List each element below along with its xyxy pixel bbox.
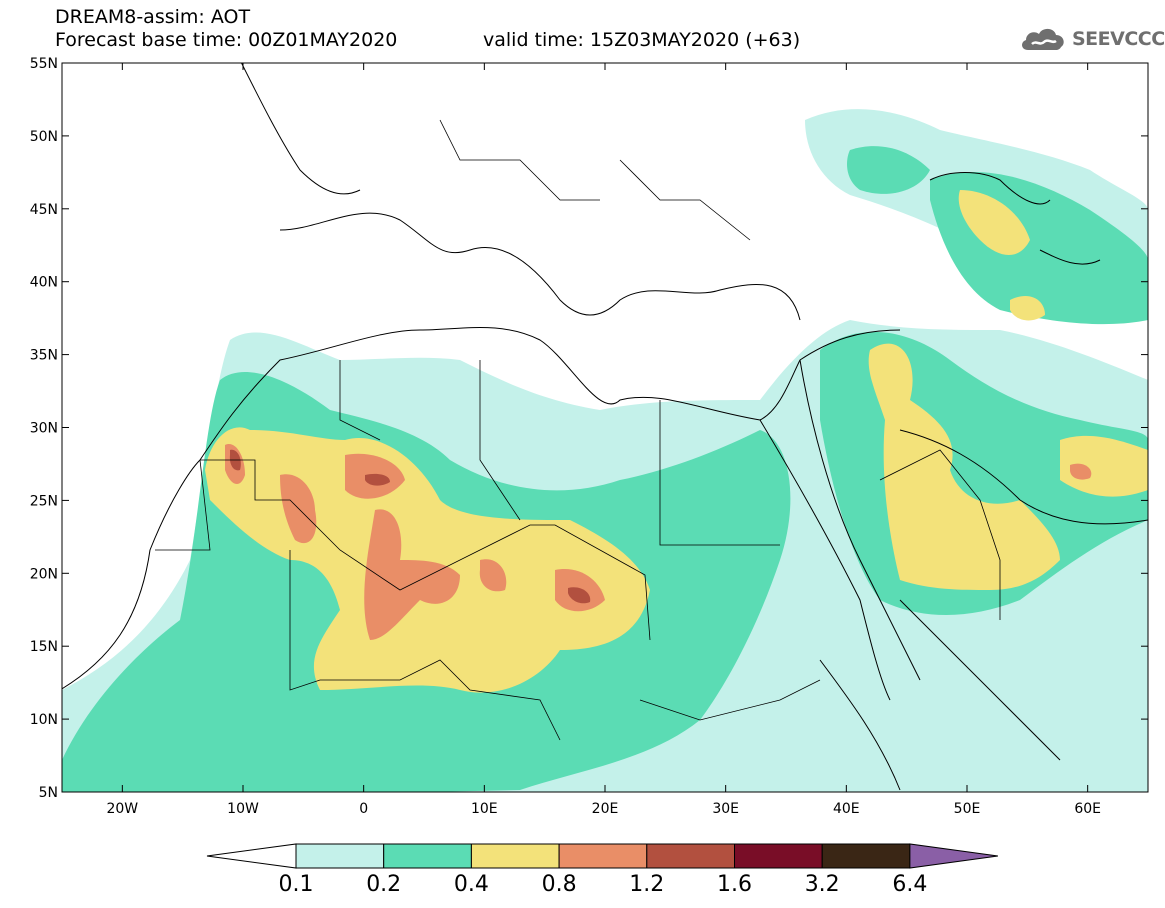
x-tick-label: 0 — [359, 801, 368, 817]
x-tick-label: 10W — [227, 801, 259, 817]
y-tick-label: 15N — [30, 639, 58, 655]
colorbar-over-triangle — [909, 843, 998, 869]
colorbar-segment — [295, 843, 385, 869]
aot-contours — [62, 109, 1148, 792]
x-tick-label: 10E — [471, 801, 498, 817]
colorbar-level-label: 1.6 — [717, 872, 752, 897]
colorbar-segment — [646, 843, 735, 869]
x-tick-label: 20W — [106, 801, 138, 817]
y-tick-label: 5N — [39, 785, 58, 801]
aot-band-0.4 — [205, 190, 1148, 693]
colorbar-level-label: 6.4 — [892, 872, 928, 897]
x-tick-label: 20E — [592, 801, 619, 817]
cloud-logo-icon — [1022, 28, 1064, 50]
x-tick-label: 60E — [1074, 801, 1101, 817]
colorbar-level-label: 0.1 — [278, 872, 314, 897]
x-tick-label: 40E — [833, 801, 860, 817]
forecast-base-time: Forecast base time: 00Z01MAY2020 — [55, 29, 398, 51]
y-tick-label: 35N — [30, 348, 58, 364]
colorbar-level-label: 0.8 — [541, 872, 577, 897]
map-title: DREAM8-assim: AOT — [55, 6, 251, 28]
country-borders — [155, 119, 1001, 741]
logo-text: SEEVCCC — [1072, 28, 1165, 50]
y-tick-label: 45N — [30, 202, 58, 218]
y-tick-label: 30N — [30, 421, 58, 437]
colorbar-segments — [206, 843, 998, 869]
y-tick-label: 50N — [30, 129, 58, 145]
colorbar-segment — [558, 843, 648, 869]
seevccc-logo: SEEVCCC — [1018, 22, 1165, 56]
valid-time: valid time: 15Z03MAY2020 (+63) — [483, 29, 801, 51]
x-tick-label: 50E — [954, 801, 981, 817]
y-tick-label: 10N — [30, 712, 58, 728]
colorbar-level-label: 1.2 — [629, 872, 665, 897]
y-tick-label: 25N — [30, 493, 58, 509]
colorbar-under-triangle — [206, 843, 297, 869]
axis-ticks — [62, 62, 1148, 793]
aot-band-1.2 — [229, 449, 591, 604]
colorbar-level-label: 0.2 — [366, 872, 402, 897]
coastlines — [62, 63, 1148, 791]
y-tick-label: 40N — [30, 275, 58, 291]
colorbar-segment — [470, 843, 560, 869]
colorbar-level-label: 0.4 — [453, 872, 489, 897]
colorbar — [206, 843, 998, 869]
colorbar-segment — [821, 843, 911, 869]
colorbar-segment — [734, 843, 823, 869]
colorbar-level-label: 3.2 — [804, 872, 840, 897]
x-tick-label: 30E — [712, 801, 739, 817]
y-tick-label: 55N — [30, 56, 58, 72]
colorbar-segment — [383, 843, 472, 869]
x-axis-labels: 20W 10W 0 10E 20E 30E 40E 50E 60E — [106, 801, 1101, 817]
y-tick-label: 20N — [30, 566, 58, 582]
title-block: DREAM8-assim: AOT Forecast base time: 00… — [55, 6, 397, 52]
y-axis-labels: 55N 50N 45N 40N 35N 30N 25N 20N 15N 10N 5N — [30, 56, 58, 801]
